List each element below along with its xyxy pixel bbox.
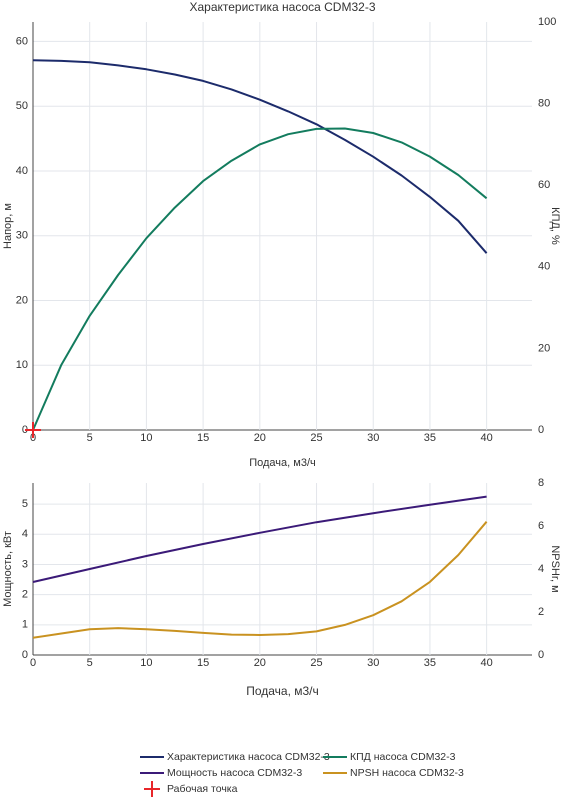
x-tick-label: 20 bbox=[254, 657, 266, 669]
x-tick-label: 40 bbox=[481, 432, 493, 444]
working-point bbox=[25, 422, 41, 438]
x-tick-label: 40 bbox=[481, 657, 493, 669]
y-tick-label: 20 bbox=[16, 294, 28, 306]
y-tick-label: 50 bbox=[16, 100, 28, 112]
x-tick-label: 15 bbox=[197, 657, 209, 669]
x-tick-label: 30 bbox=[367, 657, 379, 669]
x-tick-label: 15 bbox=[197, 432, 209, 444]
y2-tick-label: 2 bbox=[538, 606, 544, 618]
series-line bbox=[32, 495, 487, 583]
x-tick-label: 20 bbox=[254, 432, 266, 444]
y-tick-label: 0 bbox=[22, 649, 28, 661]
y2-tick-label: 0 bbox=[538, 424, 544, 436]
y2-tick-label: 4 bbox=[538, 563, 544, 575]
y2-tick-label: 80 bbox=[538, 98, 550, 110]
x-tick-label: 35 bbox=[424, 657, 436, 669]
x-axis-title: Подача, м3/ч bbox=[249, 457, 316, 469]
legend-label: NPSH насоса CDM32-3 bbox=[350, 767, 464, 779]
y-tick-label: 30 bbox=[16, 230, 28, 242]
legend-symbol bbox=[144, 781, 160, 797]
y-tick-label: 1 bbox=[22, 619, 28, 631]
x-tick-label: 25 bbox=[310, 432, 322, 444]
x-tick-label: 5 bbox=[87, 657, 93, 669]
y2-tick-label: 6 bbox=[538, 520, 544, 532]
x-tick-label: 25 bbox=[310, 657, 322, 669]
y-tick-label: 5 bbox=[22, 498, 28, 510]
legend-label: Характеристика насоса CDM32-3 bbox=[167, 751, 330, 763]
y2-axis-title: КПД, % bbox=[549, 207, 561, 245]
y-axis-title: Мощность, кВт bbox=[2, 531, 14, 607]
legend-label: Рабочая точка bbox=[167, 783, 238, 795]
x-tick-label: 0 bbox=[30, 657, 36, 669]
series-line bbox=[32, 127, 488, 431]
y2-tick-label: 8 bbox=[538, 477, 544, 489]
y2-tick-label: 40 bbox=[538, 261, 550, 273]
y-tick-label: 0 bbox=[22, 424, 28, 436]
x-tick-label: 30 bbox=[367, 432, 379, 444]
y2-tick-label: 60 bbox=[538, 179, 550, 191]
series-line bbox=[32, 521, 488, 639]
y2-tick-label: 100 bbox=[538, 16, 556, 28]
y-tick-label: 3 bbox=[22, 558, 28, 570]
x-tick-label: 10 bbox=[140, 432, 152, 444]
x-tick-label: 10 bbox=[140, 657, 152, 669]
y-tick-label: 60 bbox=[16, 35, 28, 47]
series-line bbox=[32, 59, 488, 254]
y2-axis-title: NPSHr, м bbox=[549, 545, 561, 592]
y-tick-label: 40 bbox=[16, 165, 28, 177]
y-tick-label: 10 bbox=[16, 359, 28, 371]
chart-title: Характеристика насоса CDM32-3 bbox=[189, 0, 375, 14]
y-axis-title: Напор, м bbox=[2, 203, 14, 249]
legend-label: КПД насоса CDM32-3 bbox=[350, 751, 456, 763]
y-tick-label: 2 bbox=[22, 589, 28, 601]
y2-tick-label: 20 bbox=[538, 342, 550, 354]
x-tick-label: 35 bbox=[424, 432, 436, 444]
x-axis-title: Подача, м3/ч bbox=[246, 684, 319, 698]
legend-label: Мощность насоса CDM32-3 bbox=[167, 767, 302, 779]
x-tick-label: 5 bbox=[87, 432, 93, 444]
y-tick-label: 4 bbox=[22, 528, 28, 540]
y2-tick-label: 0 bbox=[538, 649, 544, 661]
